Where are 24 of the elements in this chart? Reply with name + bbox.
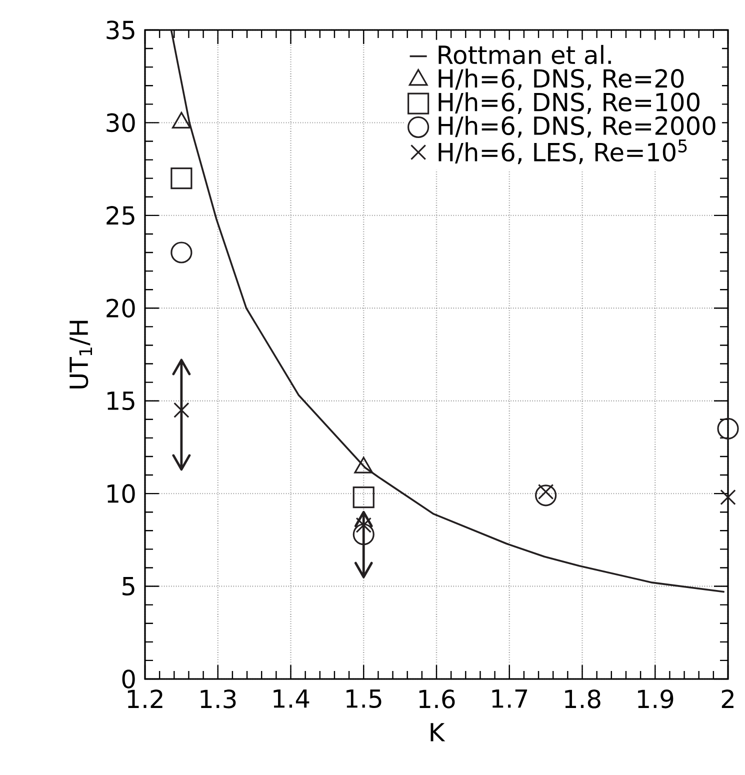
legend-label: Rottman et al. bbox=[438, 44, 611, 64]
legend-label: H/h=6, DNS, Re=100 bbox=[438, 92, 700, 114]
y-tick-label: 30 bbox=[106, 113, 135, 132]
x-axis-title: K bbox=[430, 723, 446, 742]
y-tick-label: 25 bbox=[106, 206, 134, 225]
x-tick-label: 1.5 bbox=[346, 690, 382, 708]
y-tick-label: 20 bbox=[106, 298, 135, 318]
y-tick-label: 0 bbox=[122, 670, 135, 688]
x-tick-label: 1.2 bbox=[128, 690, 162, 708]
x-tick-label: 2 bbox=[722, 690, 734, 708]
x-tick-label: 1.9 bbox=[638, 690, 674, 708]
y-tick-label: 10 bbox=[108, 484, 135, 503]
x-tick-label: 1.3 bbox=[200, 690, 236, 708]
x-tick-label: 1.7 bbox=[492, 690, 528, 708]
y-tick-label: 15 bbox=[108, 392, 134, 410]
x-tick-label: 1.6 bbox=[419, 690, 455, 708]
x-tick-label: 1.8 bbox=[565, 690, 600, 708]
y-tick-label: 5 bbox=[122, 577, 134, 596]
legend-label: H/h=6, LES, Re=10$^{5}$ bbox=[438, 139, 687, 164]
legend-label: H/h=6, DNS, Re=2000 bbox=[438, 116, 716, 138]
x-tick-label: 1.4 bbox=[274, 690, 310, 708]
y-tick-label: 35 bbox=[106, 20, 134, 40]
legend-label: H/h=6, DNS, Re=20 bbox=[438, 68, 684, 90]
y-axis-title: UT$_{1}$/H bbox=[70, 320, 92, 388]
